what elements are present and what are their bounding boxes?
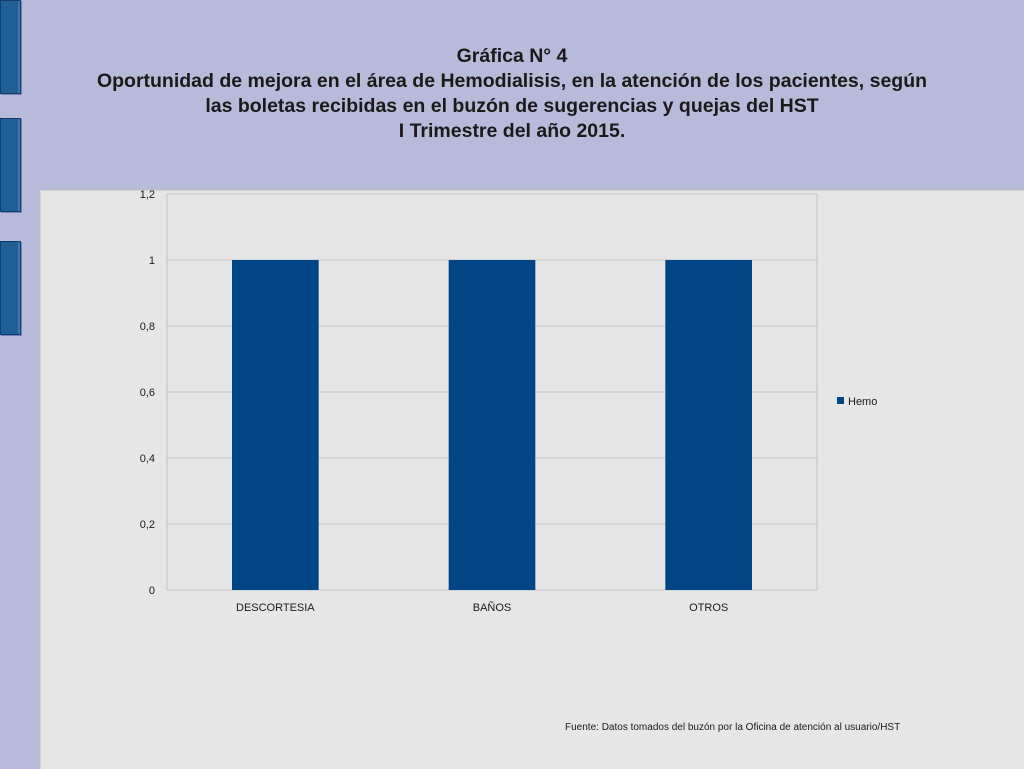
title-line-2: Oportunidad de mejora en el área de Hemo… <box>96 70 928 92</box>
y-tick-label: 1 <box>149 255 155 267</box>
legend-swatch <box>837 397 844 404</box>
title-line-1: Gráfica N° 4 <box>456 45 568 67</box>
bar-baños <box>448 260 536 590</box>
slide-title: Gráfica N° 4 Oportunidad de mejora en el… <box>40 44 984 144</box>
bars <box>232 260 752 590</box>
bar-descortesia <box>232 260 319 590</box>
x-tick-label: BAÑOS <box>473 601 512 614</box>
bar-otros <box>665 260 752 590</box>
x-tick-label: DESCORTESIA <box>236 602 315 614</box>
y-tick-label: 0,4 <box>140 453 155 465</box>
x-tick-label: OTROS <box>689 602 728 614</box>
title-line-3: las boletas recibidas en el buzón de sug… <box>205 95 819 117</box>
side-tab-1 <box>0 0 21 94</box>
side-tab-2 <box>0 118 21 212</box>
y-tick-label: 1,2 <box>140 189 155 201</box>
legend-label: Hemo <box>848 396 877 408</box>
y-tick-label: 0 <box>149 585 155 597</box>
y-tick-label: 0,8 <box>140 321 155 333</box>
title-line-4: I Trimestre del año 2015. <box>398 120 626 142</box>
x-axis-ticks: DESCORTESIA BAÑOS OTROS <box>236 601 728 614</box>
source-note: Fuente: Datos tomados del buzón por la O… <box>565 722 901 733</box>
legend: Hemo <box>837 396 877 408</box>
y-tick-label: 0,6 <box>140 387 155 399</box>
side-tab-3 <box>0 241 21 335</box>
y-tick-label: 0,2 <box>140 519 155 531</box>
y-axis-ticks: 0 0,2 0,4 0,6 0,8 1 1,2 <box>140 189 155 597</box>
